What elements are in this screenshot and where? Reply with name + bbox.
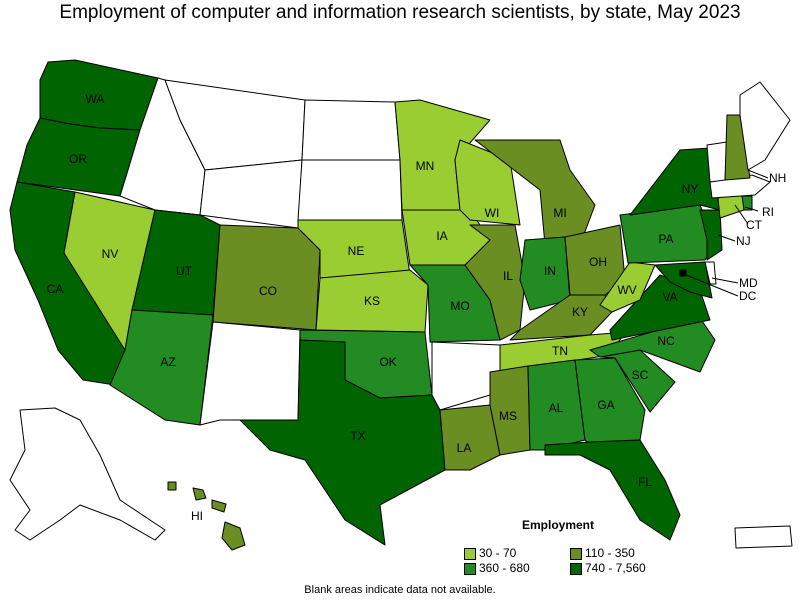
state-SD xyxy=(297,159,403,221)
state-WY xyxy=(199,159,303,229)
state-IN xyxy=(519,236,571,311)
legend-swatch-1 xyxy=(464,547,476,560)
legend-label-3: 360 - 680 xyxy=(479,561,530,575)
state-CO xyxy=(212,224,321,331)
label-OK: OK xyxy=(379,355,396,369)
legend-item-4: 740 - 7,560 xyxy=(570,561,646,575)
label-GA: GA xyxy=(597,398,614,412)
label-FL: FL xyxy=(638,475,652,489)
legend-swatch-4 xyxy=(570,562,582,575)
label-UT: UT xyxy=(176,264,193,278)
state-VA xyxy=(609,274,711,341)
legend-label-4: 740 - 7,560 xyxy=(585,561,646,575)
label-MN: MN xyxy=(416,159,435,173)
state-IL xyxy=(464,224,526,341)
label-WA: WA xyxy=(86,92,105,106)
legend-swatch-3 xyxy=(464,562,476,575)
label-RI: RI xyxy=(762,205,774,219)
label-KY: KY xyxy=(572,305,588,319)
state-AK xyxy=(9,407,166,541)
footnote: Blank areas indicate data not available. xyxy=(304,584,496,596)
label-NE: NE xyxy=(348,244,365,258)
label-WI: WI xyxy=(485,206,500,220)
label-OH: OH xyxy=(589,255,607,269)
label-AZ: AZ xyxy=(160,355,175,369)
dc-marker xyxy=(680,270,686,276)
state-WV xyxy=(599,261,656,313)
state-KS xyxy=(315,269,429,333)
label-IL: IL xyxy=(503,269,513,283)
map-title: Employment of computer and information r… xyxy=(59,2,741,23)
label-PA: PA xyxy=(658,232,673,246)
label-OR: OR xyxy=(69,152,87,166)
label-MI: MI xyxy=(553,206,566,220)
state-MD xyxy=(654,261,713,299)
label-NC: NC xyxy=(657,334,675,348)
label-NY: NY xyxy=(682,182,699,196)
state-ME xyxy=(739,81,791,171)
state-RI xyxy=(741,195,753,211)
state-ND xyxy=(301,99,401,161)
label-TN: TN xyxy=(552,344,568,358)
legend-item-3: 360 - 680 xyxy=(464,561,530,575)
state-HI-1 xyxy=(167,481,177,491)
legend-swatch-2 xyxy=(570,547,582,560)
state-FL xyxy=(544,439,681,541)
label-leader-lines xyxy=(685,169,769,297)
legend-label-2: 110 - 350 xyxy=(585,546,635,560)
label-LA: LA xyxy=(457,441,472,455)
state-NY xyxy=(629,147,721,216)
state-MS xyxy=(489,365,531,456)
legend-item-2: 110 - 350 xyxy=(570,546,635,560)
state-NJ xyxy=(699,209,723,261)
label-DC: DC xyxy=(739,289,757,303)
label-NH: NH xyxy=(769,171,786,185)
legend-label-1: 30 - 70 xyxy=(479,546,517,560)
state-NM xyxy=(199,321,301,426)
state-AZ xyxy=(109,309,214,426)
label-AL: AL xyxy=(549,401,564,415)
label-VA: VA xyxy=(662,290,677,304)
label-MO: MO xyxy=(450,299,469,313)
label-MD: MD xyxy=(739,276,758,290)
state-VT xyxy=(706,141,728,183)
territory-PR xyxy=(734,525,793,549)
label-KS: KS xyxy=(364,294,380,308)
label-IN: IN xyxy=(544,264,556,278)
state-HI-3 xyxy=(211,499,227,513)
state-TX xyxy=(239,339,446,546)
state-LA xyxy=(439,404,501,471)
label-CO: CO xyxy=(259,284,277,298)
label-NJ: NJ xyxy=(736,234,751,248)
label-IA: IA xyxy=(436,229,447,243)
legend-title: Employment xyxy=(522,518,595,532)
label-CT: CT xyxy=(746,218,763,232)
label-SC: SC xyxy=(632,368,649,382)
state-MI xyxy=(474,139,596,246)
label-CA: CA xyxy=(47,282,64,296)
state-KY xyxy=(509,294,613,341)
label-WV: WV xyxy=(617,283,636,297)
legend-item-1: 30 - 70 xyxy=(464,546,516,560)
label-TX: TX xyxy=(350,429,365,443)
state-NH xyxy=(724,114,751,181)
label-HI: HI xyxy=(191,509,203,523)
label-MS: MS xyxy=(499,409,517,423)
label-NV: NV xyxy=(102,247,119,261)
state-HI-2 xyxy=(192,487,207,501)
state-HI-4 xyxy=(221,521,246,551)
